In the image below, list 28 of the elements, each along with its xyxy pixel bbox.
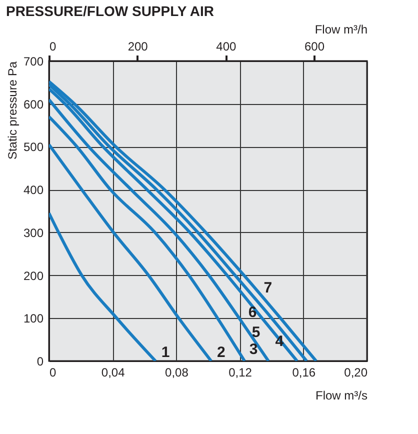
y-tick-label: 700 (23, 54, 44, 68)
x2-tick-label: 200 (128, 40, 148, 54)
y-tick-label: 0 (36, 354, 44, 368)
chart-title: PRESSURE/FLOW SUPPLY AIR (6, 3, 214, 19)
y-tick-label: 100 (23, 312, 44, 326)
series-label: 1 (161, 344, 170, 361)
x-tick-label: 0,04 (101, 366, 126, 380)
x2-tick-label: 0 (50, 40, 56, 54)
series-label: 5 (252, 324, 260, 342)
x-tick-label: 0,16 (292, 366, 316, 380)
x-tick-label: 0,20 (344, 366, 368, 380)
y-tick-label: 600 (23, 97, 44, 112)
y-axis-title: Static pressure Pa (5, 61, 20, 160)
series-label: 3 (249, 341, 258, 358)
series-label: 6 (248, 304, 257, 322)
y-tick-label: 500 (23, 140, 44, 154)
x-tick-label: 0,12 (228, 366, 252, 380)
x2-tick-label: 600 (304, 40, 325, 54)
y-tick-label: 300 (23, 226, 44, 240)
x-axis-title: Flow m³/s (316, 388, 368, 402)
series-label: 7 (264, 279, 272, 296)
series-label: 2 (217, 344, 226, 361)
x2-tick-label: 400 (216, 40, 236, 54)
x-tick-label: 0 (50, 366, 56, 380)
y-tick-label: 200 (23, 268, 44, 283)
x-tick-label: 0,08 (165, 366, 189, 380)
y-tick-label: 400 (23, 183, 44, 198)
x2-axis-title: Flow m³/h (314, 22, 368, 36)
